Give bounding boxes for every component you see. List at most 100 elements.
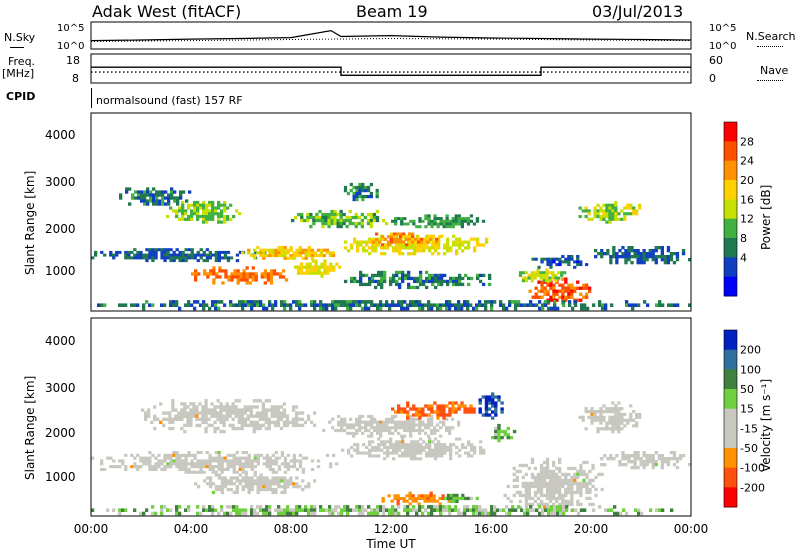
colorbar-swatch bbox=[724, 141, 737, 162]
x-axis-label: Time UT bbox=[365, 537, 416, 551]
power-ylabel: Slant Range [km] bbox=[23, 171, 37, 275]
colorbar-tick: 100 bbox=[740, 363, 761, 376]
beam-title: Beam 19 bbox=[356, 2, 428, 21]
colorbar-swatch bbox=[724, 218, 737, 239]
velocity-feature-10 bbox=[391, 401, 476, 420]
colorbar-swatch bbox=[724, 122, 737, 142]
noise-tick-left-bottom: 10^0 bbox=[57, 41, 84, 52]
freq-series-freq bbox=[91, 66, 691, 77]
power-ytick-4000: 4000 bbox=[45, 128, 76, 142]
freq-tick-top: 18 bbox=[66, 54, 80, 67]
velocity-feature-2 bbox=[341, 437, 486, 461]
freq-unit: [MHz] bbox=[2, 67, 35, 80]
nsky-legend-line bbox=[10, 47, 24, 48]
power-feature-9 bbox=[391, 214, 486, 229]
nave-tick-top: 60 bbox=[709, 54, 723, 67]
power-feature-2 bbox=[191, 266, 289, 285]
colorbar-tick: 24 bbox=[740, 155, 754, 168]
noise-series-nsky bbox=[90, 29, 692, 42]
power-ytick-3000: 3000 bbox=[45, 175, 76, 189]
velocity-feature-7 bbox=[600, 451, 692, 470]
power-yaxis: 4000 3000 2000 1000 bbox=[45, 128, 76, 278]
colorbar-tick: -200 bbox=[740, 481, 765, 494]
colorbar-tick: -100 bbox=[740, 462, 765, 475]
velocity-feature-1 bbox=[194, 473, 317, 495]
power-feature-17 bbox=[97, 300, 692, 311]
velocity-feature-0 bbox=[91, 451, 339, 474]
colorbar-swatch bbox=[724, 199, 737, 220]
velocity-colorbar-label: Velocity [m s⁻¹] bbox=[759, 379, 773, 472]
xtick-1: 04:00 bbox=[174, 522, 209, 536]
freq-tick-bottom: 8 bbox=[72, 72, 79, 85]
power-feature-16 bbox=[343, 182, 379, 202]
xtick-2: 08:00 bbox=[274, 522, 309, 536]
power-feature-13 bbox=[578, 200, 642, 224]
power-feature-0 bbox=[91, 248, 267, 263]
colorbar-swatch bbox=[724, 238, 737, 258]
colorbar-swatch bbox=[724, 349, 737, 370]
colorbar-tick: 50 bbox=[740, 383, 754, 396]
colorbar-tick: 200 bbox=[740, 344, 761, 357]
colorbar-swatch bbox=[724, 389, 737, 410]
station-title: Adak West (fitACF) bbox=[92, 2, 242, 21]
noise-tick-right-bottom: 10^0 bbox=[709, 41, 736, 52]
colorbar-swatch bbox=[724, 428, 737, 449]
power-colorbar: 28 24 20 16 12 8 4 bbox=[723, 121, 754, 297]
cpid-text: normalsound (fast) 157 RF bbox=[96, 94, 243, 107]
power-feature-3 bbox=[293, 259, 342, 278]
xtick-4: 16:00 bbox=[474, 522, 509, 536]
power-ytick-1000: 1000 bbox=[45, 264, 76, 278]
colorbar-swatch bbox=[724, 160, 737, 181]
freq-label: Freq. bbox=[8, 55, 36, 68]
power-feature-10 bbox=[344, 270, 492, 290]
cpid-label: CPID bbox=[6, 90, 36, 103]
noise-panel: 10^5 10^0 10^5 10^0 bbox=[57, 21, 736, 52]
velocity-ylabel: Slant Range [km] bbox=[23, 376, 37, 480]
colorbar-swatch bbox=[724, 257, 737, 278]
power-feature-8 bbox=[291, 209, 389, 229]
freq-panel: 18 8 60 0 bbox=[66, 53, 723, 85]
colorbar-swatch bbox=[724, 467, 737, 488]
power-colorbar-label: Power [dB] bbox=[759, 185, 773, 250]
noise-tick-right-top: 10^5 bbox=[709, 23, 736, 34]
velocity-feature-9 bbox=[443, 493, 479, 504]
velocity-feature-13 bbox=[91, 505, 674, 516]
colorbar-swatch bbox=[724, 180, 737, 200]
power-feature-15 bbox=[531, 255, 589, 269]
colorbar-swatch bbox=[724, 408, 737, 429]
colorbar-swatch bbox=[724, 276, 737, 297]
xtick-0: 00:00 bbox=[74, 522, 109, 536]
velocity-ytick-4000: 4000 bbox=[45, 334, 76, 348]
colorbar-tick: 12 bbox=[740, 213, 754, 226]
colorbar-tick: 8 bbox=[740, 232, 747, 245]
power-feature-14 bbox=[594, 246, 692, 265]
nsky-label: N.Sky bbox=[4, 31, 36, 44]
colorbar-tick: 28 bbox=[740, 135, 754, 148]
nave-legend-line bbox=[757, 80, 783, 81]
power-feature-5 bbox=[372, 232, 442, 247]
velocity-colorbar: 200 100 50 15 -15 -50 -100 -200 bbox=[723, 329, 765, 508]
velocity-feature-8 bbox=[381, 491, 454, 506]
xtick-3: 12:00 bbox=[374, 522, 409, 536]
colorbar-swatch bbox=[724, 448, 737, 469]
noise-series-nsearch bbox=[90, 37, 692, 42]
nave-tick-bottom: 0 bbox=[709, 72, 716, 85]
xtick-5: 20:00 bbox=[574, 522, 609, 536]
power-feature-1 bbox=[241, 246, 336, 260]
colorbar-tick: 16 bbox=[740, 193, 754, 206]
power-feature-6 bbox=[166, 200, 242, 224]
colorbar-tick: -15 bbox=[740, 422, 758, 435]
velocity-ytick-1000: 1000 bbox=[45, 470, 76, 484]
velocity-ytick-2000: 2000 bbox=[45, 426, 76, 440]
colorbar-tick: 4 bbox=[740, 251, 747, 264]
colorbar-tick: -50 bbox=[740, 442, 758, 455]
power-feature-12 bbox=[518, 268, 567, 283]
noise-tick-left-top: 10^5 bbox=[57, 23, 84, 34]
colorbar-swatch bbox=[724, 330, 737, 351]
x-axis: 00:00 04:00 08:00 12:00 16:00 20:00 00:0… bbox=[74, 522, 709, 551]
velocity-ytick-3000: 3000 bbox=[45, 381, 76, 395]
power-feature-7 bbox=[119, 187, 192, 206]
nave-label: Nave bbox=[760, 64, 789, 77]
velocity-feature-12 bbox=[491, 423, 517, 443]
